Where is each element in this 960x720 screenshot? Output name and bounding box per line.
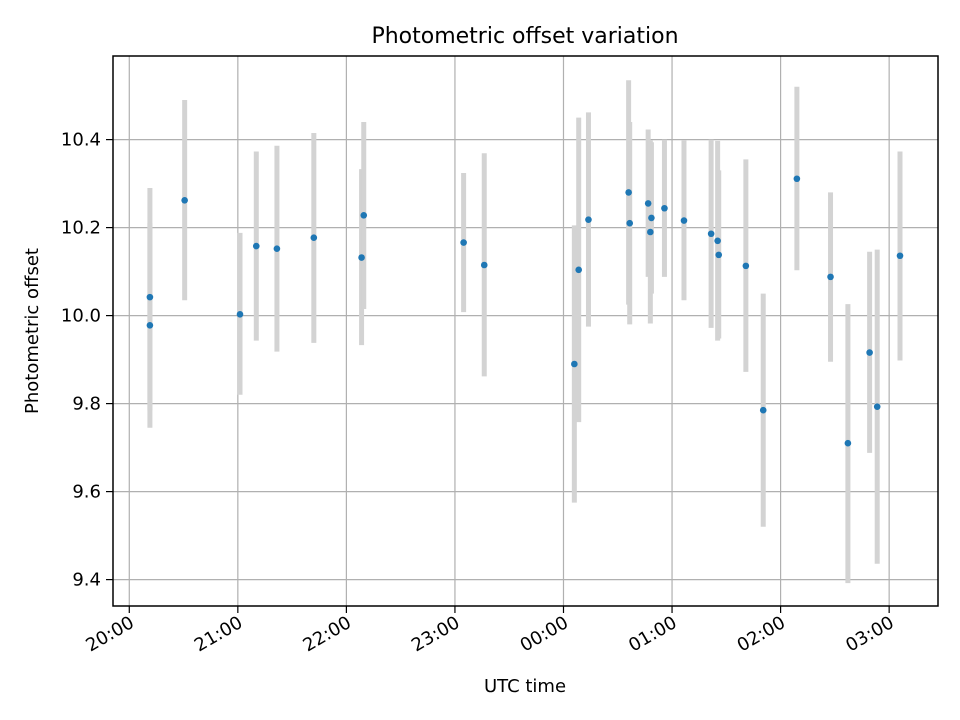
data-point bbox=[680, 217, 688, 224]
data-point bbox=[146, 321, 154, 329]
y-tick-label: 10.2 bbox=[61, 218, 101, 239]
data-point bbox=[252, 242, 260, 250]
data-point bbox=[661, 204, 668, 212]
data-point bbox=[236, 310, 244, 318]
data-point bbox=[647, 228, 654, 236]
data-point bbox=[625, 189, 632, 196]
y-tick-label: 9.8 bbox=[72, 394, 101, 415]
data-point bbox=[644, 200, 652, 207]
data-point bbox=[715, 251, 723, 259]
data-point bbox=[707, 230, 715, 238]
data-point bbox=[358, 254, 365, 261]
y-tick-label: 10.0 bbox=[61, 306, 101, 327]
data-point bbox=[310, 234, 318, 242]
y-tick-label: 9.6 bbox=[72, 482, 101, 503]
data-point bbox=[896, 252, 904, 260]
data-point bbox=[714, 237, 721, 245]
data-point bbox=[844, 439, 852, 447]
data-point bbox=[827, 273, 834, 281]
data-point bbox=[759, 406, 767, 414]
data-point bbox=[575, 266, 582, 274]
data-point bbox=[866, 349, 873, 356]
grid bbox=[113, 56, 938, 606]
y-axis-label: Photometric offset bbox=[22, 248, 43, 414]
x-axis-label: UTC time bbox=[484, 676, 566, 697]
y-tick-label: 9.4 bbox=[72, 570, 101, 591]
data-point bbox=[571, 360, 578, 368]
y-tick-label: 10.4 bbox=[61, 130, 101, 151]
data-point bbox=[460, 239, 467, 246]
data-point bbox=[146, 293, 154, 301]
y-axis: 9.4 9.6 9.8 10.0 10.2 10.4 bbox=[61, 130, 113, 591]
data-points bbox=[146, 175, 904, 447]
data-point bbox=[480, 261, 488, 269]
data-point bbox=[273, 245, 281, 253]
data-point bbox=[626, 219, 634, 227]
data-point bbox=[585, 216, 592, 223]
data-point bbox=[648, 214, 655, 222]
data-point bbox=[181, 197, 188, 204]
data-point bbox=[360, 211, 368, 219]
data-point bbox=[742, 262, 750, 270]
chart-title: Photometric offset variation bbox=[371, 24, 678, 49]
data-point bbox=[793, 175, 801, 183]
plot-frame bbox=[112, 55, 939, 607]
data-point bbox=[873, 403, 881, 410]
